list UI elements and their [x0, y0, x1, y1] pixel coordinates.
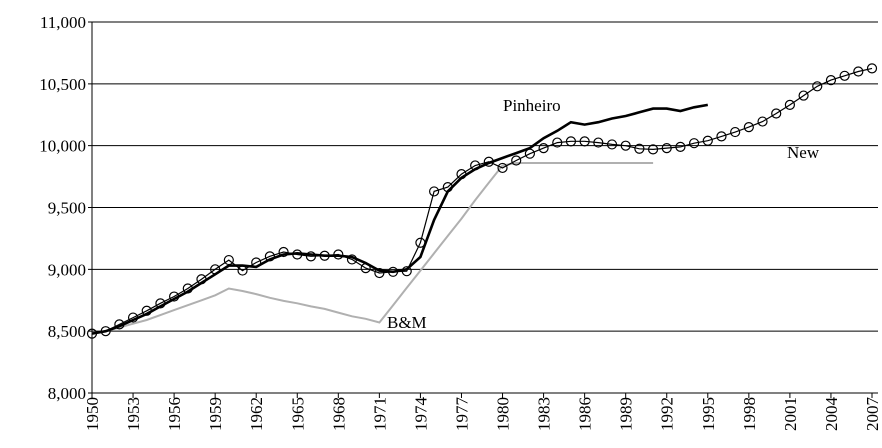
x-tick-label: 1965 — [288, 397, 307, 431]
marker — [620, 140, 631, 151]
x-tick-label: 2007 — [863, 397, 882, 432]
x-tick-label: 2001 — [781, 397, 800, 431]
marker — [702, 135, 713, 146]
marker — [86, 328, 98, 339]
marker — [511, 155, 522, 166]
x-tick-label: 1959 — [206, 397, 225, 431]
y-tick-label: 10,500 — [39, 75, 86, 94]
marker — [374, 267, 385, 279]
series-label: Pinheiro — [503, 96, 561, 115]
marker — [360, 262, 371, 274]
marker — [771, 108, 782, 119]
x-tick-label: 1983 — [535, 397, 554, 431]
marker — [470, 160, 481, 171]
series-line — [91, 162, 654, 335]
marker — [812, 81, 823, 92]
x-tick-label: 1962 — [247, 397, 266, 431]
marker — [429, 186, 440, 197]
marker — [647, 144, 659, 155]
marker — [346, 254, 358, 265]
x-tick-label: 1950 — [83, 397, 102, 431]
x-tick-label: 1998 — [740, 397, 759, 431]
marker — [264, 251, 275, 262]
series-label: B&M — [387, 313, 427, 332]
marker — [114, 319, 125, 330]
marker — [127, 312, 139, 323]
marker — [730, 126, 741, 138]
marker — [552, 137, 563, 148]
y-tick-label: 11,000 — [40, 13, 86, 32]
marker — [292, 249, 303, 260]
marker — [387, 266, 399, 277]
x-tick-label: 1992 — [658, 397, 677, 431]
marker — [319, 250, 330, 261]
marker — [634, 143, 645, 154]
y-tick-label: 9,000 — [48, 260, 86, 279]
marker — [305, 251, 317, 262]
marker — [524, 148, 535, 159]
marker — [401, 266, 412, 277]
y-tick-label: 8,000 — [48, 384, 86, 403]
y-tick-label: 8,500 — [48, 322, 86, 341]
marker — [661, 143, 672, 154]
x-tick-label: 1989 — [617, 397, 636, 431]
x-tick-label: 1980 — [494, 397, 513, 431]
marker — [210, 264, 221, 275]
marker — [182, 283, 193, 294]
marker — [579, 136, 590, 147]
x-tick-label: 1977 — [452, 397, 471, 432]
marker — [169, 291, 180, 302]
series-line — [91, 67, 873, 335]
y-tick-label: 9,500 — [48, 199, 86, 218]
marker — [100, 326, 111, 337]
marker — [456, 169, 467, 180]
marker — [251, 257, 262, 268]
series-label: New — [787, 143, 820, 162]
marker — [237, 265, 248, 276]
marker — [716, 131, 727, 142]
marker — [141, 305, 152, 316]
marker — [839, 70, 850, 81]
marker — [743, 122, 754, 133]
x-tick-label: 2004 — [822, 397, 841, 432]
marker — [757, 116, 768, 127]
marker — [825, 75, 837, 86]
marker — [278, 246, 289, 258]
marker — [538, 143, 549, 154]
marker — [565, 136, 577, 147]
x-tick-label: 1953 — [124, 397, 143, 431]
series-line — [91, 103, 709, 335]
marker — [223, 254, 234, 266]
marker — [798, 90, 809, 101]
marker — [689, 138, 700, 149]
marker — [784, 99, 795, 110]
marker — [333, 249, 344, 260]
marker — [415, 237, 426, 248]
x-tick-label: 1971 — [370, 397, 389, 431]
marker — [442, 181, 453, 193]
y-tick-label: 10,000 — [39, 137, 86, 156]
x-tick-label: 1974 — [411, 397, 430, 432]
marker — [593, 137, 604, 148]
x-tick-label: 1956 — [165, 397, 184, 431]
marker — [155, 298, 166, 309]
marker — [497, 162, 508, 174]
marker — [675, 141, 686, 153]
x-tick-label: 1995 — [699, 397, 718, 431]
x-tick-label: 1986 — [576, 397, 595, 431]
marker — [853, 66, 864, 77]
marker — [196, 274, 207, 285]
marker — [606, 139, 618, 150]
marker — [866, 63, 878, 74]
marker — [483, 156, 494, 167]
x-tick-label: 1968 — [329, 397, 348, 431]
